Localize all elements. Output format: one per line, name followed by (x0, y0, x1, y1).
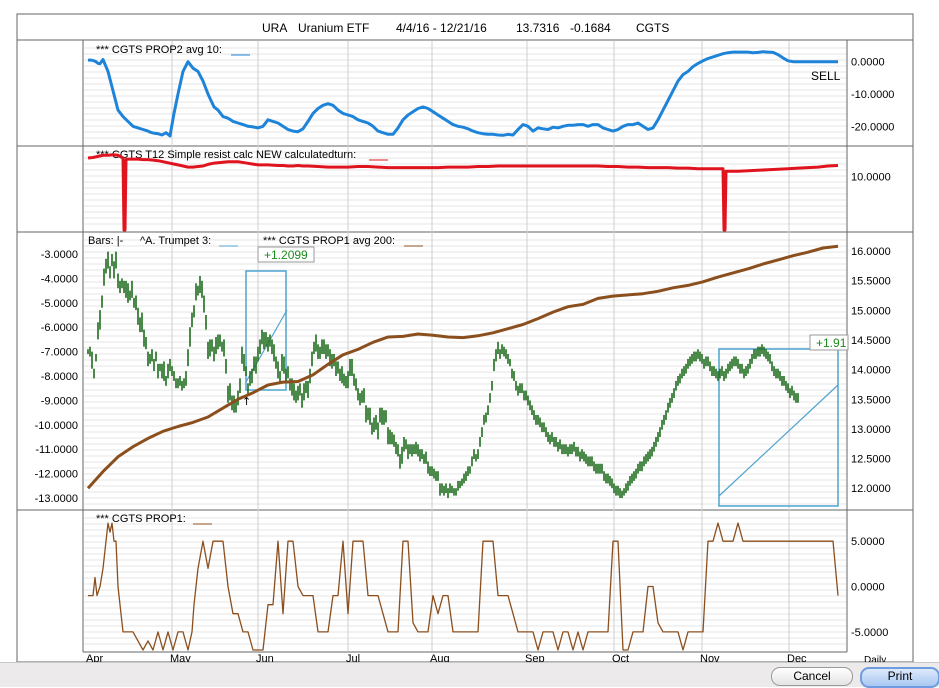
header-last-price: 13.7316 (516, 21, 560, 35)
main-right-tick: 12.0000 (851, 483, 891, 495)
month-gridlines (171, 41, 790, 651)
trumpet-box-1 (245, 270, 287, 391)
annotation-gain-1: +1.2099 (264, 248, 308, 262)
main-left-tick: -7.0000 (41, 347, 78, 359)
trumpet-annotations: +1.2099 +1.91 ↑ (242, 246, 849, 507)
main-right-tick: 14.0000 (851, 365, 891, 377)
prop1-avg200-line (86, 244, 839, 490)
prop1-avg-label: *** CGTS PROP1 avg 200: (263, 235, 395, 247)
prop2-y-tick: 0.0000 (851, 57, 885, 69)
main-left-tick: -12.0000 (35, 469, 78, 481)
prop1-y-tick: 5.0000 (851, 536, 885, 548)
main-left-tick: -13.0000 (35, 493, 78, 505)
entry-arrow-1: ↑ (242, 395, 251, 408)
prop2-panel-title: *** CGTS PROP2 avg 10: (96, 44, 222, 56)
main-right-tick: 16.0000 (851, 246, 891, 258)
period-label: Daily (864, 655, 887, 666)
main-panel-title: Bars: |- (88, 235, 124, 247)
prop2-avg-line (88, 50, 838, 138)
prop1-y-tick: -5.0000 (851, 627, 888, 639)
main-right-tick: 15.5000 (851, 276, 891, 288)
trumpet-trend-2 (718, 384, 839, 497)
trumpet-label: ^A. Trumpet 3: (140, 235, 211, 247)
print-button[interactable]: Print (860, 667, 939, 688)
main-right-tick: 13.5000 (851, 394, 891, 406)
main-left-tick: -8.0000 (41, 371, 78, 383)
main-left-tick: -11.0000 (35, 444, 78, 456)
header-symbol: URA (262, 21, 287, 35)
annotation-box-2 (809, 334, 849, 351)
main-right-tick: 15.0000 (851, 305, 891, 317)
resist-y-tick: 10.0000 (851, 172, 891, 184)
annotation-gain-2: +1.91 (816, 336, 847, 350)
main-left-tick: -9.0000 (41, 395, 78, 407)
main-right-tick: 14.5000 (851, 335, 891, 347)
main-left-tick: -10.0000 (35, 420, 78, 432)
prop1-y-tick: 0.0000 (851, 582, 885, 594)
sell-signal-label: SELL (811, 69, 841, 83)
resist-line (87, 153, 839, 232)
cancel-button[interactable]: Cancel (771, 667, 853, 686)
trumpet-box-2 (718, 348, 839, 507)
chart-header: URA Uranium ETF 4/4/16 - 12/21/16 13.731… (262, 21, 669, 35)
header-date-range: 4/4/16 - 12/21/16 (396, 21, 487, 35)
annotation-box-1 (257, 246, 315, 263)
main-left-tick: -3.0000 (41, 249, 78, 261)
prop1-panel-title: *** CGTS PROP1: (96, 513, 186, 525)
series-layer (86, 50, 839, 651)
header-change: -0.1684 (570, 21, 611, 35)
main-left-tick: -5.0000 (41, 298, 78, 310)
dialog-footer: Cancel Print (0, 662, 939, 688)
main-right-tick: 13.0000 (851, 424, 891, 436)
main-left-tick: -4.0000 (41, 273, 78, 285)
prop1-line (88, 522, 839, 651)
prop2-y-tick: -10.0000 (851, 89, 894, 101)
header-name: Uranium ETF (298, 21, 369, 35)
header-source: CGTS (636, 21, 669, 35)
main-right-tick: 12.5000 (851, 454, 891, 466)
prop2-y-tick: -20.0000 (851, 121, 894, 133)
resist-panel-title: *** CGTS T12 Simple resist calc NEW calc… (96, 149, 356, 161)
main-left-tick: -6.0000 (41, 322, 78, 334)
